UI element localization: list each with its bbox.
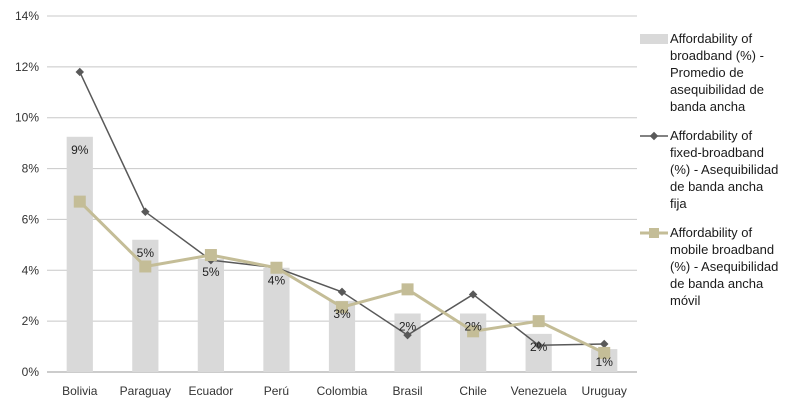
line-series (73, 67, 611, 359)
legend-item-mobile: Affordability of mobile broadband (%) - … (640, 224, 780, 309)
y-tick-label: 4% (22, 263, 40, 277)
data-point (270, 261, 283, 274)
data-point (139, 260, 152, 273)
bar (394, 313, 421, 372)
bar-data-label: 5% (202, 265, 220, 279)
bar (525, 333, 552, 372)
y-tick-label: 8% (22, 162, 40, 176)
data-point (73, 195, 86, 208)
bar (197, 258, 224, 372)
x-tick-label: Ecuador (189, 384, 234, 398)
data-point (204, 249, 217, 262)
data-point (403, 330, 412, 340)
legend-item-fixed: Affordability of fixed-broadband (%) - A… (640, 127, 780, 212)
bar (591, 349, 618, 372)
y-tick-label: 12% (15, 60, 39, 74)
bar-data-label: 5% (137, 246, 155, 260)
bar (460, 313, 487, 372)
x-tick-label: Colombia (317, 384, 368, 398)
y-axis-ticks: 0% 2% 4% 6% 8% 10% 12% 14% (15, 9, 39, 379)
x-tick-label: Uruguay (582, 384, 627, 398)
data-point (337, 287, 347, 297)
x-tick-label: Bolivia (62, 384, 98, 398)
x-tick-label: Chile (459, 384, 487, 398)
y-tick-label: 6% (22, 212, 40, 226)
legend-swatch-mobile-line (640, 228, 668, 238)
bar-data-label: 4% (268, 274, 286, 288)
x-tick-label: Brasil (393, 384, 423, 398)
y-tick-label: 14% (15, 9, 39, 23)
data-point (401, 283, 414, 296)
x-tick-label: Venezuela (511, 384, 567, 398)
legend-label-fixed: Affordability of fixed-broadband (%) - A… (670, 128, 779, 211)
data-point (534, 341, 543, 350)
data-point (75, 67, 85, 77)
x-axis-ticks: Bolivia Paraguay Ecuador Perú Colombia Brasil… (62, 384, 627, 398)
data-point (336, 301, 348, 314)
x-tick-label: Perú (264, 384, 289, 398)
bar-data-label: 3% (333, 307, 351, 321)
legend-label-average: Affordability of broadband (%) - Promedi… (670, 31, 764, 114)
data-point (468, 290, 478, 299)
bar-data-label: 9% (71, 143, 89, 157)
data-point (467, 325, 480, 338)
legend-item-average: Affordability of broadband (%) - Promedi… (640, 30, 780, 115)
bar-series (66, 136, 618, 372)
bar-data-label: 2% (464, 320, 482, 334)
bar-data-label: 2% (399, 320, 417, 334)
y-tick-label: 2% (22, 314, 40, 328)
legend-label-mobile: Affordability of mobile broadband (%) - … (670, 225, 779, 308)
bar (66, 136, 93, 372)
bar-data-label: 2% (530, 340, 548, 354)
data-point (598, 346, 611, 359)
legend: Affordability of broadband (%) - Promedi… (640, 30, 780, 321)
data-point (532, 315, 545, 328)
x-tick-label: Paraguay (120, 384, 171, 398)
data-point (141, 207, 150, 217)
bar-data-label: 1% (596, 355, 614, 369)
data-point (599, 339, 609, 349)
y-tick-label: 0% (22, 365, 40, 379)
y-tick-label: 10% (15, 111, 39, 125)
legend-swatch-bar (640, 34, 668, 44)
bar-data-labels: 9% 5% 5% 4% 3% 2% 2% 2% 1% (71, 143, 613, 369)
legend-swatch-fixed-line (640, 131, 668, 141)
bar (263, 267, 290, 372)
